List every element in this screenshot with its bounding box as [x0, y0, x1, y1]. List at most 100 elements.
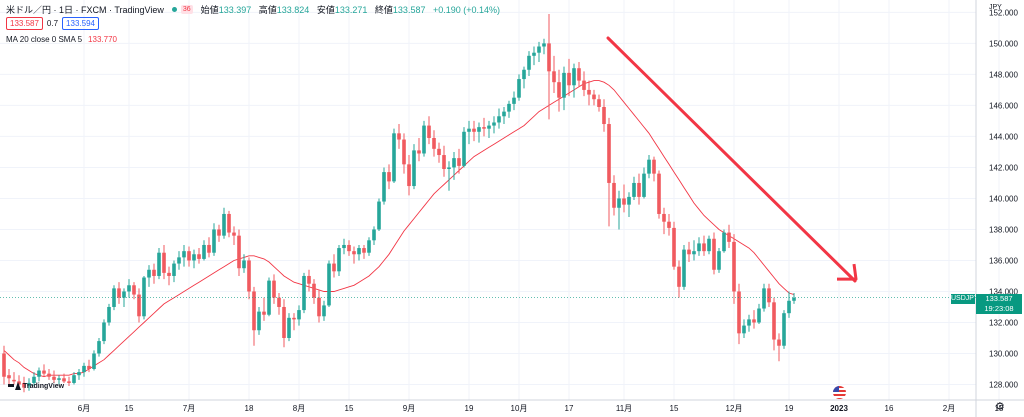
candle — [147, 265, 151, 287]
candle-body — [352, 251, 356, 255]
candle-body — [397, 133, 401, 140]
candle-body — [422, 125, 426, 154]
indicator-legend[interactable]: MA 20 close 0 SMA 5 133.770 — [6, 35, 117, 44]
candle — [657, 170, 661, 219]
candle — [752, 310, 756, 329]
candle — [732, 234, 736, 304]
candle-body — [572, 68, 576, 86]
candle-body — [312, 283, 316, 298]
candle-body — [232, 232, 236, 236]
candle — [22, 376, 26, 393]
price-axis[interactable]: 128.000 130.000 132.000 134.000 136.000 138.0… — [989, 4, 1018, 389]
indicator-value: 133.770 — [88, 35, 117, 44]
candle-body — [227, 213, 231, 233]
candle-body — [37, 370, 41, 377]
candle — [572, 63, 576, 98]
candle — [387, 164, 391, 190]
candle — [757, 303, 761, 325]
candle — [702, 235, 706, 256]
candle-body — [772, 302, 776, 340]
candle-body — [62, 378, 66, 382]
candle-body — [702, 243, 706, 252]
candle-body — [337, 248, 341, 272]
candle-body — [692, 251, 696, 255]
candle-body — [537, 46, 541, 53]
tradingview-logo[interactable]: TradingView — [8, 382, 64, 390]
candle-body — [262, 311, 266, 315]
candle — [277, 293, 281, 315]
candle — [532, 46, 536, 66]
candle-body — [22, 382, 26, 388]
candle — [217, 224, 221, 242]
candle-body — [497, 116, 501, 123]
candle-body — [237, 235, 241, 269]
candle-body — [467, 128, 471, 132]
candle — [537, 41, 541, 63]
candle — [247, 257, 251, 300]
trend-arrow-annotation[interactable] — [606, 36, 858, 283]
time-tick-label: 15 — [125, 404, 134, 413]
candle — [347, 240, 351, 256]
candle — [357, 244, 361, 261]
bar-countdown: 19:23:08 — [984, 304, 1014, 313]
candle-body — [187, 251, 191, 261]
candle-body — [492, 122, 496, 126]
candle-body — [532, 52, 536, 56]
candle-body — [757, 308, 761, 323]
candle-body — [717, 251, 721, 270]
candle — [327, 260, 331, 307]
candle-body — [657, 173, 661, 214]
candle-body — [647, 159, 651, 174]
candle-body — [462, 131, 466, 166]
time-tick-label: 7月 — [183, 404, 195, 413]
candle-body — [287, 317, 291, 338]
symbol-title[interactable]: 米ドル／円 · 1日 · FXCM · TradingView — [6, 5, 164, 15]
candle-body — [347, 244, 351, 252]
candle — [652, 156, 656, 182]
candle — [647, 155, 651, 179]
candle — [177, 251, 181, 270]
candle — [102, 319, 106, 345]
candle-body — [442, 155, 446, 169]
candle-body — [682, 249, 686, 287]
buy-button[interactable]: 133.594 — [62, 17, 99, 30]
candle-body — [132, 285, 136, 295]
candle — [302, 272, 306, 314]
candle — [627, 192, 631, 218]
gear-icon[interactable]: ⚙ — [995, 401, 1005, 413]
last-price-value: 133.587 — [985, 294, 1013, 303]
candle — [612, 175, 616, 216]
price-tick-label: 148.000 — [989, 70, 1018, 79]
candle — [707, 235, 711, 255]
candle-body — [82, 365, 86, 373]
candle — [92, 350, 96, 371]
candle — [242, 254, 246, 273]
sell-button[interactable]: 133.587 — [6, 17, 43, 30]
candle — [472, 120, 476, 142]
candle — [222, 207, 226, 239]
candle — [152, 263, 156, 284]
candle — [692, 240, 696, 261]
time-tick-label: 8月 — [293, 404, 305, 413]
candle-body — [272, 280, 276, 298]
candle — [417, 137, 421, 162]
tradingview-logo-icon — [8, 382, 21, 390]
candle — [412, 144, 416, 190]
candle — [447, 161, 451, 191]
candle-body — [357, 248, 361, 255]
time-axis[interactable]: 6月 15 7月 18 8月 15 9月 19 10月 17 11月 15 12月 19 2023 16 2月 1… — [78, 404, 1004, 413]
candle-body — [592, 94, 596, 100]
us-flag-icon[interactable] — [833, 386, 846, 399]
candle — [552, 55, 556, 94]
candle — [317, 289, 321, 323]
candle-body — [362, 248, 366, 253]
candle-body — [167, 272, 171, 276]
candle-body — [437, 148, 441, 156]
candle-body — [322, 305, 326, 317]
candle-body — [372, 229, 376, 241]
candle — [342, 238, 346, 255]
low-value: 133.271 — [334, 5, 368, 15]
price-tick-label: 138.000 — [989, 225, 1018, 234]
